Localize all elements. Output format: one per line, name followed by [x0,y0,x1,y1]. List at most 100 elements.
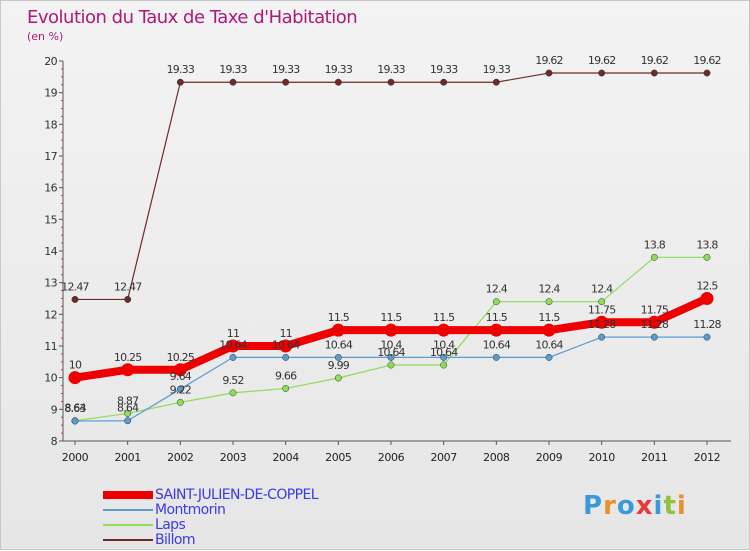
data-label: 19.33 [272,63,300,76]
data-label: 9.66 [275,369,297,382]
series-line-3 [74,72,708,301]
data-point [703,333,711,341]
data-point [647,315,661,329]
x-tick-label: 2009 [536,451,563,464]
y-tick-label: 19 [44,87,57,100]
data-point [598,298,606,306]
data-label: 10.64 [535,338,563,351]
data-point [440,353,448,361]
data-point [387,353,395,361]
data-point [703,69,711,77]
data-point [598,333,606,341]
data-point [440,78,448,86]
data-point [176,78,184,86]
data-label: 12.4 [591,283,613,296]
data-label: 11.5 [486,311,508,324]
logo-letter: o [616,491,636,521]
data-point [124,296,132,303]
data-label: 8.87 [117,394,139,407]
data-point [545,298,553,306]
data-label: 13.8 [644,238,666,251]
y-tick-label: 11 [44,340,57,353]
x-tick-label: 2002 [167,451,193,464]
data-point [176,398,184,406]
logo-letter: r [603,491,617,521]
data-point [331,323,345,337]
y-tick-label: 15 [44,213,57,226]
x-tick-label: 2012 [694,451,720,464]
logo-letter: i [676,491,687,521]
data-point [650,69,658,77]
data-point [650,253,658,261]
logo-letter: P [583,491,604,521]
y-tick-label: 17 [44,150,57,163]
data-label: 11 [279,327,291,340]
data-point [387,361,395,369]
x-tick-label: 2006 [378,451,405,464]
data-point [492,298,500,306]
data-point [542,323,556,337]
data-label: 10.64 [272,338,300,351]
data-point [124,417,132,425]
data-point [703,253,711,261]
logo-letter: x [635,491,654,521]
x-tick-label: 2007 [430,451,457,464]
data-label: 10.64 [377,346,405,359]
data-label: 19.33 [219,63,247,76]
legend-label: SAINT-JULIEN-DE-COPPEL [155,487,319,503]
x-tick-label: 2011 [641,451,667,464]
data-point [650,333,658,341]
y-tick-label: 10 [44,372,57,385]
data-label: 10.64 [430,346,458,359]
data-label: 10.4 [380,338,402,351]
data-point [387,78,395,86]
data-point [437,323,451,337]
logo-letter: t [663,491,677,521]
data-point [279,339,293,353]
data-label: 19.33 [430,63,458,76]
data-label: 11.5 [380,311,402,324]
y-tick-label: 20 [44,55,57,68]
data-point [173,363,187,377]
data-label: 11.75 [641,303,669,316]
data-point [68,371,82,385]
data-point [71,417,79,425]
data-label: 19.33 [377,63,405,76]
data-point [282,353,290,361]
data-label: 19.33 [325,63,353,76]
data-label: 9.52 [222,374,243,387]
data-label: 12.4 [486,283,508,296]
legend-item: Laps [103,517,186,533]
data-label: 8.63 [64,402,86,415]
data-label: 11.28 [588,318,616,331]
legend-label: Billom [155,532,195,548]
y-tick-label: 16 [44,182,57,195]
data-label: 11.28 [693,318,721,331]
data-label: 12.5 [696,280,718,293]
data-label: 9.64 [170,370,192,383]
data-point [121,363,135,377]
data-point [71,296,79,303]
legend-item: Billom [103,532,195,548]
legend-item: Montmorin [103,502,226,518]
data-label: 10.25 [167,351,195,364]
data-label: 19.33 [483,63,511,76]
data-label: 10.4 [433,338,455,351]
legend-label: Laps [155,517,186,533]
y-tick-label: 8 [51,435,58,448]
data-label: 11.5 [433,311,455,324]
legend-swatch [103,524,153,526]
data-label: 8.64 [117,402,139,415]
data-point [545,69,553,77]
data-point [226,339,240,353]
data-label: 9.99 [328,359,350,372]
y-tick-label: 13 [44,277,57,290]
data-label: 9.22 [170,383,191,396]
x-tick-label: 2000 [62,451,89,464]
data-label: 10.64 [219,338,247,351]
data-point [229,78,237,86]
data-point [489,323,503,337]
proxiti-logo: Proxiti [583,491,687,521]
data-point [384,323,398,337]
data-label: 12.4 [538,283,560,296]
